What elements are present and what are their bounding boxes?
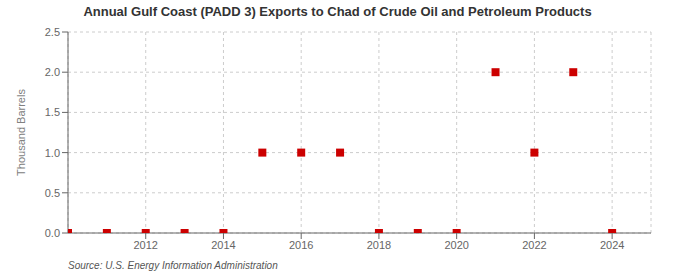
svg-text:1.5: 1.5: [45, 106, 60, 118]
svg-text:2020: 2020: [444, 239, 468, 251]
svg-text:2.5: 2.5: [45, 26, 60, 38]
svg-text:0.5: 0.5: [45, 187, 60, 199]
svg-text:2018: 2018: [367, 239, 391, 251]
svg-text:2022: 2022: [522, 239, 546, 251]
svg-text:2.0: 2.0: [45, 66, 60, 78]
svg-text:2016: 2016: [289, 239, 313, 251]
svg-text:Thousand Barrels: Thousand Barrels: [15, 89, 27, 176]
svg-text:2012: 2012: [133, 239, 157, 251]
html-text:Source: U.S. Energy Informatio: Source: U.S. Energy Information Administ…: [68, 260, 278, 271]
svg-text:0.0: 0.0: [45, 227, 60, 239]
html-text:Annual Gulf Coast (PADD 3) Exp: Annual Gulf Coast (PADD 3) Exports to Ch…: [83, 4, 592, 19]
svg-text:2014: 2014: [211, 239, 235, 251]
svg-text:1.0: 1.0: [45, 147, 60, 159]
svg-text:2024: 2024: [600, 239, 624, 251]
